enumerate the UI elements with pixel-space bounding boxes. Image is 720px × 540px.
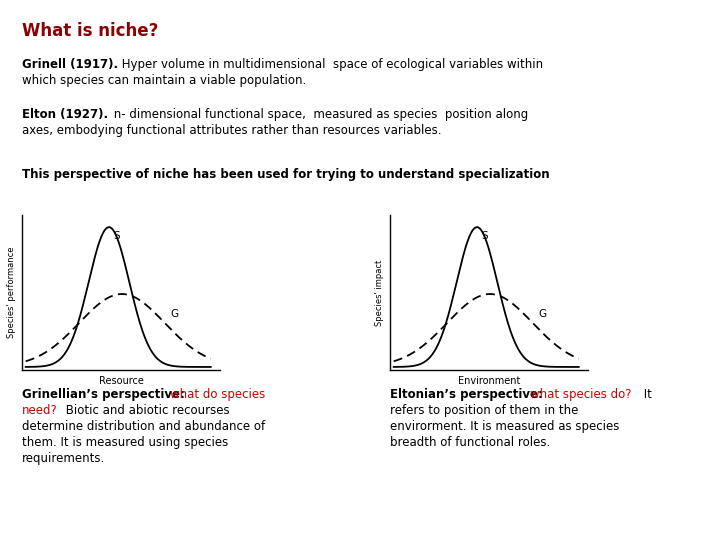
- Text: determine distribution and abundance of: determine distribution and abundance of: [22, 420, 265, 433]
- Text: axes, embodying functional attributes rather than resources variables.: axes, embodying functional attributes ra…: [22, 124, 441, 137]
- Text: Elton (1927).: Elton (1927).: [22, 108, 108, 121]
- Text: G: G: [538, 309, 546, 319]
- Text: what do species: what do species: [170, 388, 265, 401]
- Text: Hyper volume in multidimensional  space of ecological variables within: Hyper volume in multidimensional space o…: [118, 58, 543, 71]
- Text: which species can maintain a viable population.: which species can maintain a viable popu…: [22, 74, 306, 87]
- Text: G: G: [170, 309, 178, 319]
- Text: n- dimensional functional space,  measured as species  position along: n- dimensional functional space, measure…: [110, 108, 528, 121]
- Text: them. It is measured using species: them. It is measured using species: [22, 436, 228, 449]
- Text: S: S: [482, 231, 488, 241]
- Text: S: S: [114, 231, 120, 241]
- Y-axis label: Species' impact: Species' impact: [375, 259, 384, 326]
- Text: need?: need?: [22, 404, 58, 417]
- Text: This perspective of niche has been used for trying to understand specialization: This perspective of niche has been used …: [22, 168, 549, 181]
- Text: breadth of functional roles.: breadth of functional roles.: [390, 436, 550, 449]
- Text: Eltonian’s perspective:: Eltonian’s perspective:: [390, 388, 547, 401]
- Text: What is niche?: What is niche?: [22, 22, 158, 40]
- Text: envirorment. It is measured as species: envirorment. It is measured as species: [390, 420, 619, 433]
- Text: It: It: [640, 388, 652, 401]
- X-axis label: Resource: Resource: [99, 375, 143, 386]
- Text: Grinell (1917).: Grinell (1917).: [22, 58, 118, 71]
- Text: Biotic and abiotic recourses: Biotic and abiotic recourses: [62, 404, 230, 417]
- Text: refers to position of them in the: refers to position of them in the: [390, 404, 578, 417]
- X-axis label: Environment: Environment: [458, 375, 520, 386]
- Text: what species do?: what species do?: [530, 388, 631, 401]
- Text: Grinellian’s perspective:: Grinellian’s perspective:: [22, 388, 189, 401]
- Y-axis label: Species' performance: Species' performance: [7, 247, 17, 338]
- Text: requirements.: requirements.: [22, 452, 105, 465]
